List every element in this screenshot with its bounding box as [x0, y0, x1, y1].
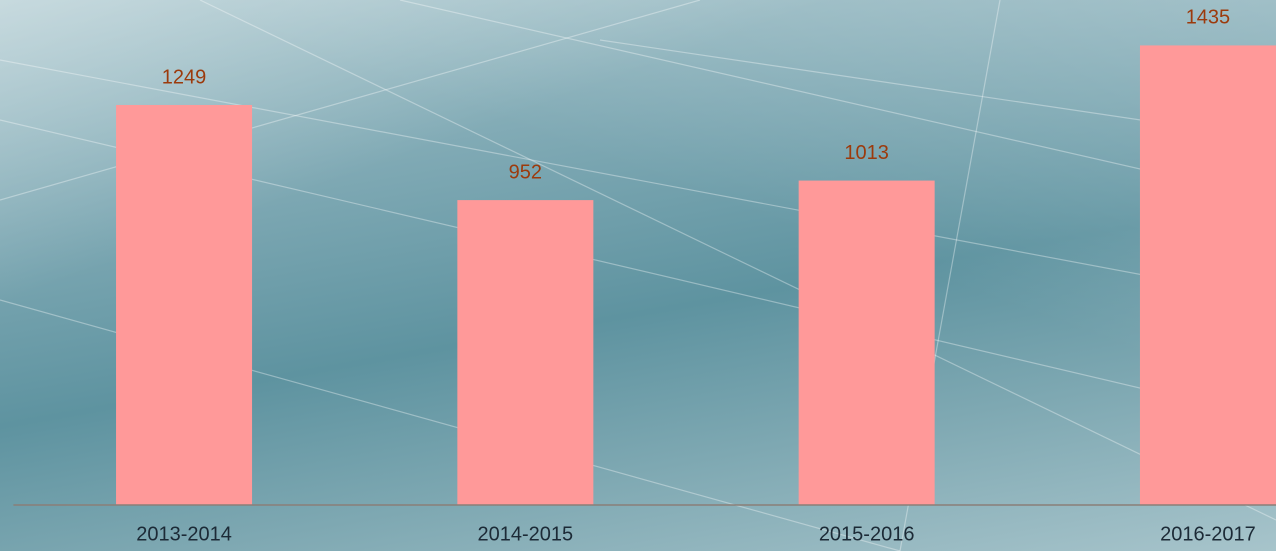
x-tick-label: 2015-2016: [819, 523, 915, 545]
x-tick-label: 2013-2014: [136, 523, 232, 545]
bar: [1139, 45, 1276, 506]
bar: [116, 104, 253, 505]
value-label: 1013: [844, 142, 889, 164]
x-tick-label: 2016-2017: [1160, 523, 1256, 545]
value-label: 1249: [162, 66, 207, 88]
bar: [798, 180, 935, 505]
value-label: 1435: [1186, 7, 1231, 29]
x-tick-label: 2014-2015: [478, 523, 574, 545]
value-label: 952: [509, 161, 542, 183]
bar: [457, 200, 594, 505]
